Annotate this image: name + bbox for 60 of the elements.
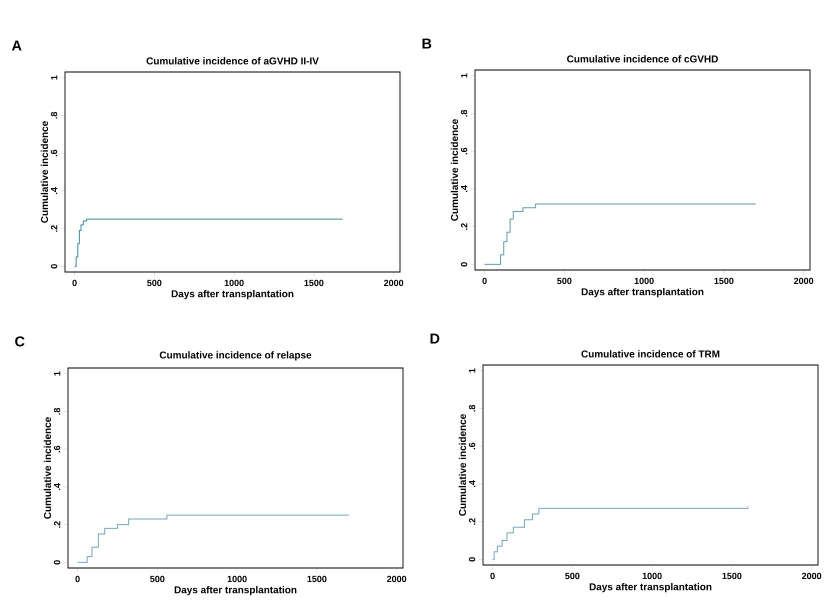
y-tick-label: 0 xyxy=(460,262,468,266)
chart-title: Cumulative incidence of aGVHD II-IV xyxy=(146,57,319,64)
x-axis-title: Days after transplantation xyxy=(590,582,712,592)
x-tick-label: 2000 xyxy=(794,278,814,284)
text: D xyxy=(430,334,440,344)
x-tick-label: 2000 xyxy=(802,572,822,580)
y-tick-label: .6 xyxy=(460,148,468,154)
y-tick-label: 1 xyxy=(469,368,476,373)
x-tick-label: 2000 xyxy=(386,576,406,582)
x-tick-label: 500 xyxy=(147,280,162,286)
chart-title: Cumulative incidence of TRM xyxy=(581,350,720,358)
x-tick-label: 2000 xyxy=(384,280,404,286)
y-tick-label: 0 xyxy=(50,264,58,268)
x-tick-label: 1000 xyxy=(642,572,662,580)
y-tick-label: .8 xyxy=(50,112,58,119)
y-tick-label: .2 xyxy=(460,223,468,230)
y-tick-label: .4 xyxy=(469,480,476,487)
x-axis-title: Days after transplantation xyxy=(172,290,294,300)
x-axis-title: Days after transplantation xyxy=(582,288,704,298)
y-tick-label: .8 xyxy=(54,408,60,415)
x-tick-label: 500 xyxy=(557,278,572,284)
y-tick-label: 1 xyxy=(461,73,468,78)
y-axis-title: Cumulative incidence xyxy=(458,414,466,516)
y-tick-label: 0 xyxy=(54,560,60,564)
x-tick-label: 500 xyxy=(565,572,580,580)
chart-title: Cumulative incidence of relapse xyxy=(160,351,312,360)
x-tick-label: 1000 xyxy=(228,576,247,582)
y-tick-label: .4 xyxy=(51,187,58,194)
y-axis-title: Cumulative incidence xyxy=(40,121,48,223)
x-tick-label: 0 xyxy=(482,278,487,284)
y-tick-label: .6 xyxy=(54,446,60,452)
y-axis-title: Cumulative incidence xyxy=(450,119,458,221)
x-axis-title: Days after transplantation xyxy=(174,586,296,596)
y-tick-label: .4 xyxy=(461,185,468,192)
text: A xyxy=(12,40,22,50)
text: C xyxy=(15,336,25,346)
y-tick-label: 0 xyxy=(468,557,476,562)
y-tick-label: .6 xyxy=(468,442,476,450)
x-tick-label: 0 xyxy=(75,576,80,582)
x-tick-label: 1500 xyxy=(714,278,734,284)
x-tick-label: 1000 xyxy=(634,278,654,284)
y-tick-label: .8 xyxy=(460,110,468,117)
y-axis-title: Cumulative incidence xyxy=(44,417,52,519)
y-tick-label: .4 xyxy=(54,483,60,490)
x-tick-label: 1500 xyxy=(307,576,326,582)
x-tick-label: 1000 xyxy=(224,280,244,286)
x-tick-label: 0 xyxy=(490,572,495,580)
y-tick-label: 1 xyxy=(54,371,60,376)
y-tick-label: 1 xyxy=(51,75,58,80)
x-tick-label: 1500 xyxy=(722,572,742,580)
y-tick-label: .2 xyxy=(468,518,476,525)
y-tick-label: .8 xyxy=(468,404,476,412)
chart-title: Cumulative incidence of cGVHD xyxy=(567,55,718,62)
x-tick-label: 1500 xyxy=(304,280,324,286)
x-tick-label: 0 xyxy=(72,280,77,286)
y-tick-label: .6 xyxy=(50,150,58,156)
x-tick-label: 500 xyxy=(150,576,164,582)
y-tick-label: .2 xyxy=(54,521,60,528)
y-tick-label: .2 xyxy=(50,225,58,232)
text: B xyxy=(422,38,432,48)
